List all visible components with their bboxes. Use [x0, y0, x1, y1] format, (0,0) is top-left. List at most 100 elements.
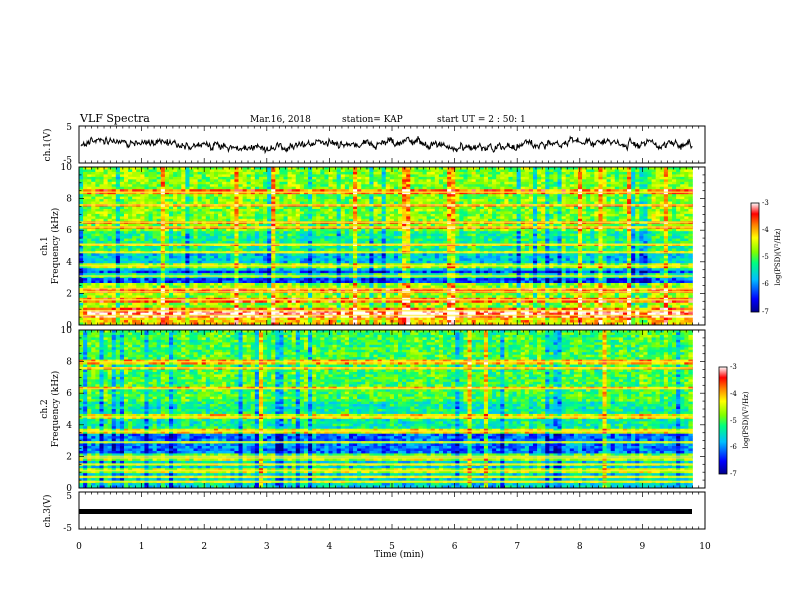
spectrogram-cell — [619, 174, 623, 177]
spectrogram-cell — [341, 197, 345, 200]
spectrogram-cell — [132, 172, 136, 175]
spectrogram-cell — [402, 187, 406, 190]
spectrogram-cell — [357, 202, 361, 205]
spectrogram-cell — [243, 187, 247, 190]
spectrogram-cell — [279, 184, 283, 187]
spectrogram-cell — [545, 234, 549, 237]
spectrogram-cell — [472, 169, 476, 172]
spectrogram-cell — [607, 234, 611, 237]
spectrogram-cell — [312, 174, 316, 177]
spectrogram-cell — [623, 236, 627, 239]
spectrogram-cell — [476, 231, 480, 234]
spectrogram-cell — [230, 169, 234, 172]
spectrogram-cell — [300, 199, 304, 202]
spectrogram-cell — [308, 197, 312, 200]
spectrogram-cell — [181, 211, 185, 214]
spectrogram-cell — [566, 187, 570, 190]
spectrogram-cell — [508, 224, 512, 227]
spectrogram-cell — [623, 177, 627, 180]
spectrogram-cell — [149, 184, 153, 187]
spectrogram-cell — [558, 231, 562, 234]
spectrogram-cell — [157, 194, 161, 197]
spectrogram-cell — [492, 219, 496, 222]
spectrogram-cell — [578, 169, 582, 172]
spectrogram-cell — [508, 184, 512, 187]
spectrogram-cell — [562, 209, 566, 212]
spectrogram-cell — [598, 184, 602, 187]
spectrogram-cell — [296, 214, 300, 217]
spectrogram-cell — [124, 199, 128, 202]
spectrogram-cell — [656, 172, 660, 175]
spectrogram-cell — [570, 202, 574, 205]
spectrogram-cell — [431, 194, 435, 197]
spectrogram-cell — [357, 224, 361, 227]
spectrogram-cell — [161, 199, 165, 202]
spectrogram-cell — [214, 241, 218, 244]
spectrogram-cell — [140, 194, 144, 197]
spectrogram-cell — [308, 234, 312, 237]
spectrogram-cell — [611, 224, 615, 227]
spectrogram-cell — [418, 236, 422, 239]
spectrogram-cell — [660, 234, 664, 237]
spectrogram-cell — [378, 231, 382, 234]
spectrogram-cell — [99, 231, 103, 234]
spectrogram-cell — [660, 199, 664, 202]
spectrogram-cell — [656, 224, 660, 227]
spectrogram-cell — [353, 184, 357, 187]
spectrogram-cell — [316, 174, 320, 177]
spectrogram-cell — [549, 187, 553, 190]
spectrogram-cell — [402, 182, 406, 185]
spectrogram-cell — [570, 239, 574, 242]
spectrogram-cell — [468, 202, 472, 205]
spectrogram-cell — [361, 239, 365, 242]
spectrogram-cell — [492, 211, 496, 214]
spectrogram-cell — [255, 202, 259, 205]
spectrogram-cell — [582, 172, 586, 175]
spectrogram-cell — [365, 241, 369, 244]
spectrogram-cell — [627, 177, 631, 180]
spectrogram-cell — [271, 194, 275, 197]
spectrogram-cell — [283, 174, 287, 177]
spectrogram-cell — [169, 234, 173, 237]
spectrogram-cell — [91, 177, 95, 180]
spectrogram-cell — [472, 179, 476, 182]
spectrogram-cell — [525, 169, 529, 172]
spectrogram-cell — [230, 182, 234, 185]
spectrogram-cell — [427, 241, 431, 244]
spectrogram-cell — [320, 187, 324, 190]
spectrogram-cell — [423, 199, 427, 202]
spectrogram-cell — [468, 239, 472, 242]
spectrogram-cell — [635, 199, 639, 202]
spectrogram-cell — [140, 197, 144, 200]
spectrogram-cell — [288, 199, 292, 202]
spectrogram-cell — [341, 207, 345, 210]
spectrogram-cell — [206, 234, 210, 237]
spectrogram-cell — [198, 209, 202, 212]
spectrogram-cell — [140, 182, 144, 185]
spectrogram-cell — [251, 211, 255, 214]
spectrogram-cell — [333, 211, 337, 214]
spectrogram-cell — [463, 231, 467, 234]
spectrogram-cell — [218, 219, 222, 222]
spectrogram-cell — [324, 224, 328, 227]
spectrogram-cell — [140, 169, 144, 172]
spectrogram-cell — [169, 229, 173, 232]
spectrogram-cell — [132, 199, 136, 202]
spectrogram-cell — [590, 219, 594, 222]
spectrogram-cell — [120, 219, 124, 222]
spectrogram-cell — [635, 224, 639, 227]
spectrogram-cell — [525, 231, 529, 234]
header-date: Mar.16, 2018 — [250, 115, 311, 125]
spectrogram-cell — [631, 219, 635, 222]
spectrogram-cell — [562, 234, 566, 237]
spectrogram-cell — [304, 234, 308, 237]
spectrogram-cell — [431, 187, 435, 190]
spectrogram-cell — [144, 179, 148, 182]
spectrogram-cell — [149, 224, 153, 227]
spectrogram-cell — [652, 234, 656, 237]
spectrogram-cell — [574, 172, 578, 175]
spectrogram-cell — [468, 207, 472, 210]
spectrogram-cell — [459, 236, 463, 239]
spectrogram-cell — [435, 209, 439, 212]
spectrogram-cell — [202, 216, 206, 219]
